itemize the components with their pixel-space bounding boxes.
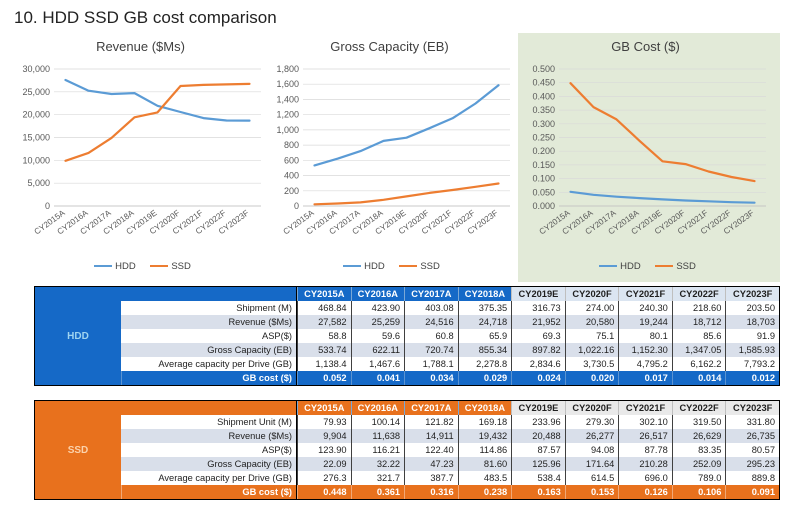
svg-text:0.350: 0.350 — [532, 105, 555, 115]
svg-text:25,000: 25,000 — [22, 87, 50, 97]
svg-text:0.250: 0.250 — [532, 133, 555, 143]
svg-text:1,600: 1,600 — [276, 79, 299, 89]
svg-text:0.150: 0.150 — [532, 160, 555, 170]
svg-text:0: 0 — [294, 201, 299, 211]
svg-text:15,000: 15,000 — [22, 133, 50, 143]
svg-text:1,800: 1,800 — [276, 64, 299, 74]
svg-text:5,000: 5,000 — [27, 178, 50, 188]
svg-text:0.400: 0.400 — [532, 91, 555, 101]
svg-text:0.100: 0.100 — [532, 174, 555, 184]
svg-text:1,200: 1,200 — [276, 110, 299, 120]
svg-text:0.450: 0.450 — [532, 78, 555, 88]
svg-text:200: 200 — [284, 186, 299, 196]
svg-text:0.200: 0.200 — [532, 146, 555, 156]
svg-text:0.500: 0.500 — [532, 64, 555, 74]
svg-text:30,000: 30,000 — [22, 64, 50, 74]
svg-text:800: 800 — [284, 140, 299, 150]
svg-text:0.300: 0.300 — [532, 119, 555, 129]
svg-text:600: 600 — [284, 155, 299, 165]
svg-text:1,000: 1,000 — [276, 125, 299, 135]
svg-text:0.000: 0.000 — [532, 201, 555, 211]
svg-text:20,000: 20,000 — [22, 110, 50, 120]
svg-text:0.050: 0.050 — [532, 187, 555, 197]
svg-text:10,000: 10,000 — [22, 155, 50, 165]
svg-text:0: 0 — [45, 201, 50, 211]
svg-text:400: 400 — [284, 171, 299, 181]
svg-text:1,400: 1,400 — [276, 94, 299, 104]
